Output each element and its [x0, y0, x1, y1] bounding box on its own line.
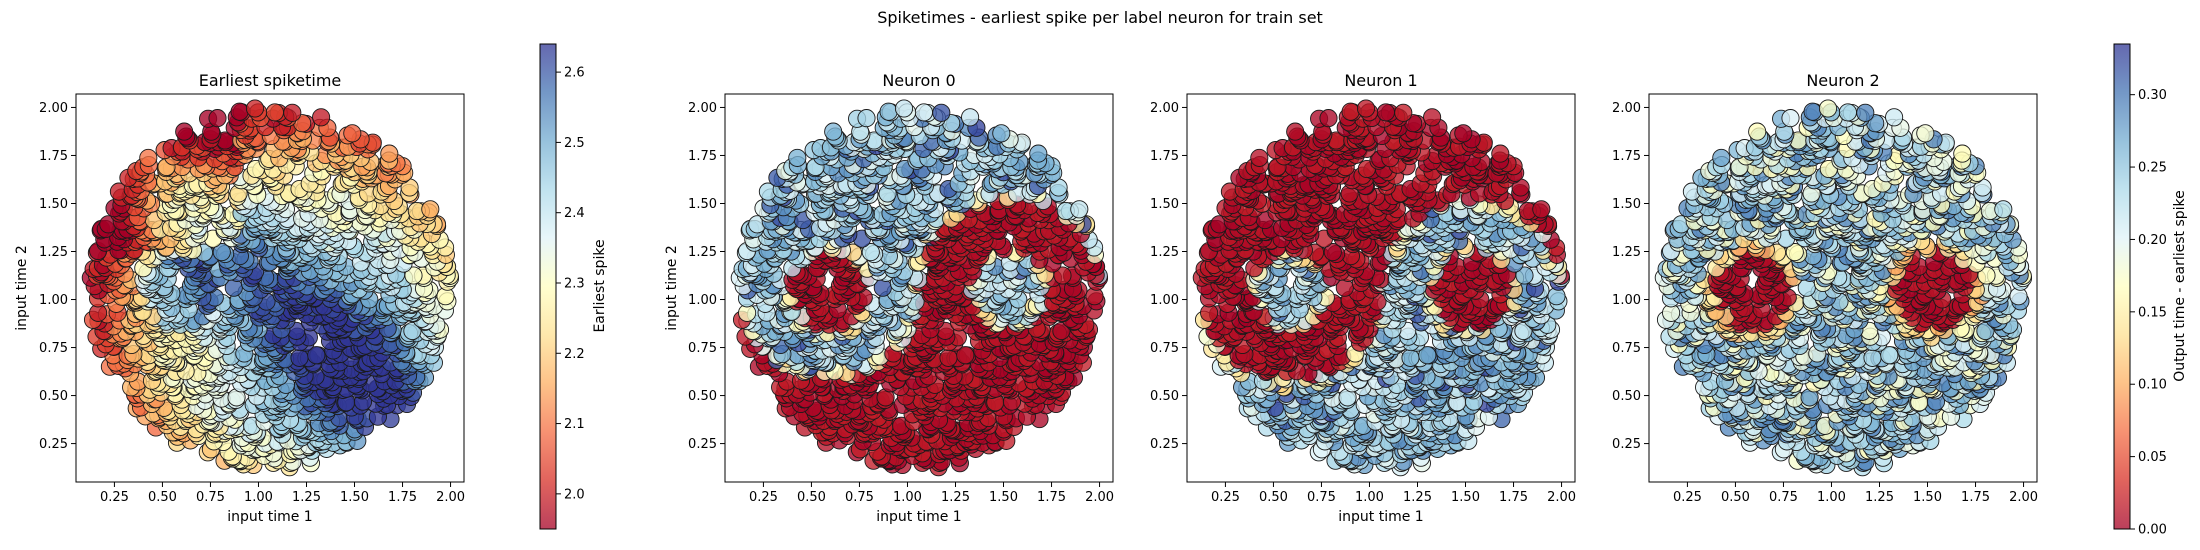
x-tick-label: 0.25: [749, 490, 778, 505]
colorbar-tick-label: 2.0: [564, 487, 585, 502]
scatter-point: [1401, 348, 1420, 367]
x-tick-label: 1.00: [244, 490, 273, 505]
x-tick-label: 1.00: [893, 490, 922, 505]
panel-earliest-spiketime: Earliest spiketime 0.25 0.50 0.75 1.00 1.25 1…: [14, 71, 465, 525]
colorbar-tick-label: 2.4: [564, 206, 585, 221]
scatter-point: [961, 108, 980, 127]
scatter-point: [788, 148, 807, 167]
y-axis-label: input time 2: [664, 245, 680, 330]
scatter-point: [380, 144, 399, 163]
scatter-point: [139, 148, 158, 167]
x-tick-label: 1.50: [340, 490, 369, 505]
y-tick-label: 0.25: [39, 437, 68, 452]
y-tick-label: 1.75: [39, 149, 68, 164]
x-tick-label: 1.25: [941, 490, 970, 505]
x-tick-label: 0.50: [148, 490, 177, 505]
colorbar-earliest-spike: 2.0 2.1 2.2 2.3 2.4 2.5 2.6 Earliest spike: [539, 43, 608, 530]
x-tick-label: 0.75: [845, 490, 874, 505]
scatter-point: [1532, 200, 1551, 219]
colorbar-tick-label: 2.6: [564, 66, 585, 81]
scatter-point: [312, 108, 331, 127]
y-axis-ticks: 0.25 0.50 0.75 1.00 1.25 1.50 1.75 2.00: [39, 101, 76, 452]
scatter-point: [1070, 200, 1089, 219]
scatter-point: [914, 103, 933, 122]
scatter-point: [307, 346, 326, 365]
scatter-point: [230, 102, 249, 121]
y-tick-label: 0.75: [688, 341, 717, 356]
scatter-point: [283, 103, 302, 122]
scatter-point: [879, 102, 898, 121]
y-tick-label: 1.25: [39, 245, 68, 260]
scatter-point: [175, 122, 194, 141]
scatter-point: [992, 124, 1011, 143]
scatter-point: [939, 348, 958, 367]
panel-title: Neuron 0: [882, 71, 955, 90]
x-axis-label: input time 1: [876, 509, 961, 525]
colorbar-tick-label: 2.1: [564, 417, 585, 432]
x-tick-label: 1.25: [292, 490, 321, 505]
scatter-point: [421, 200, 440, 219]
x-axis-ticks: 0.25 0.50 0.75 1.00 1.25 1.50 1.75 2.00: [749, 482, 1114, 505]
y-tick-label: 1.00: [688, 293, 717, 308]
scatter-point: [343, 124, 362, 143]
panel-neuron-0: Neuron 0 0.25 0.50 0.75 1.00 1.25 1.50 1.75 2.0…: [664, 71, 1114, 525]
y-axis-label: input time 2: [14, 245, 30, 330]
x-tick-label: 1.75: [1037, 490, 1066, 505]
x-tick-label: 2.00: [1085, 490, 1114, 505]
scatter-point: [857, 109, 876, 128]
scatter-point: [245, 99, 265, 118]
scatter-point: [894, 99, 914, 118]
x-axis-ticks: 0.25 0.50 0.75 1.00 1.25 1.50 1.75 2.00: [100, 482, 465, 505]
scatter-point: [265, 103, 284, 122]
y-tick-label: 2.00: [39, 101, 68, 116]
colorbar-tick-label: 2.2: [564, 347, 585, 362]
panel-title: Earliest spiketime: [199, 71, 342, 90]
y-tick-label: 0.75: [39, 341, 68, 356]
colorbar-label: Earliest spike: [592, 239, 608, 332]
panel-title: Neuron 1: [1344, 71, 1417, 90]
x-tick-label: 1.75: [388, 490, 417, 505]
y-tick-label: 0.50: [39, 389, 68, 404]
x-tick-label: 0.25: [100, 490, 129, 505]
y-tick-label: 1.50: [688, 197, 717, 212]
y-tick-label: 1.50: [39, 197, 68, 212]
y-tick-label: 1.25: [688, 245, 717, 260]
scatter-point: [1029, 144, 1048, 163]
scatter-point: [932, 103, 951, 122]
scatter-points: [81, 99, 460, 477]
x-tick-label: 0.50: [797, 490, 826, 505]
colorbar-tick-label: 2.3: [564, 276, 585, 291]
y-tick-label: 1.75: [688, 149, 717, 164]
x-tick-label: 2.00: [436, 490, 465, 505]
figure-suptitle: Spiketimes - earliest spike per label ne…: [877, 8, 1323, 27]
y-tick-label: 1.00: [39, 293, 68, 308]
panel-neuron-1: Neuron 1 0.25 0.50 0.75 1.00 1.25 1.50 1.75 2.0…: [1150, 71, 1576, 525]
scatter-point: [290, 348, 309, 367]
y-tick-label: 0.50: [688, 389, 717, 404]
scatter-point: [208, 109, 227, 128]
x-axis-label: input time 1: [227, 509, 312, 525]
y-axis-ticks: 0.25 0.50 0.75 1.00 1.25 1.50 1.75 2.00: [688, 101, 725, 452]
scatter-point: [824, 122, 843, 141]
colorbar-gradient: [540, 44, 556, 529]
x-tick-label: 0.75: [196, 490, 225, 505]
x-tick-label: 1.50: [989, 490, 1018, 505]
y-tick-label: 2.00: [688, 101, 717, 116]
y-tick-label: 0.25: [688, 437, 717, 452]
colorbar-tick-label: 2.5: [564, 136, 585, 151]
colorbar-ticks: 2.0 2.1 2.2 2.3 2.4 2.5 2.6: [556, 66, 585, 502]
